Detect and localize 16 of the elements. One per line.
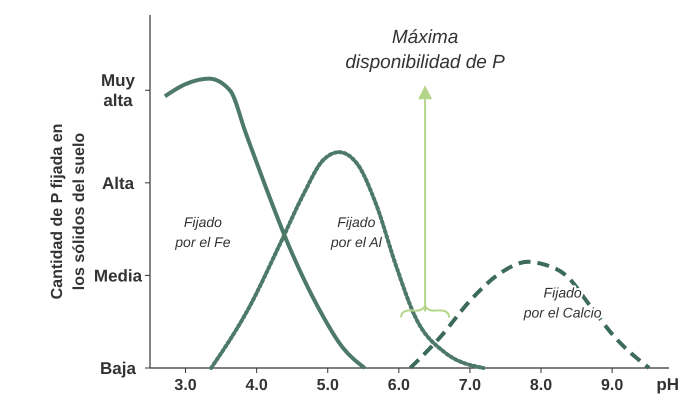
text: Baja xyxy=(100,359,136,378)
x-tick-label: 8.0 xyxy=(530,377,552,394)
text: Muy alta xyxy=(101,71,136,110)
x-tick-label: 7.0 xyxy=(458,377,482,394)
x-tick-label: 6.0 xyxy=(388,377,410,394)
text: Máxima disponibilidad de P xyxy=(345,27,506,74)
x-axis-title: pH xyxy=(656,375,679,394)
annotation: Fijado por el Al xyxy=(330,214,383,250)
x-tick-label: 3.0 xyxy=(174,377,197,394)
x-tick-label: 5.0 xyxy=(316,377,339,394)
annotation: Fijado por el Fe xyxy=(174,214,231,250)
text: Alta xyxy=(102,174,135,193)
y-axis-title: Cantidad de P fijada en los sólidos del suelo xyxy=(49,124,88,300)
x-tick-label: 4.0 xyxy=(246,377,268,394)
text: Media xyxy=(94,266,143,286)
x-tick-label: 9.0 xyxy=(601,377,624,394)
